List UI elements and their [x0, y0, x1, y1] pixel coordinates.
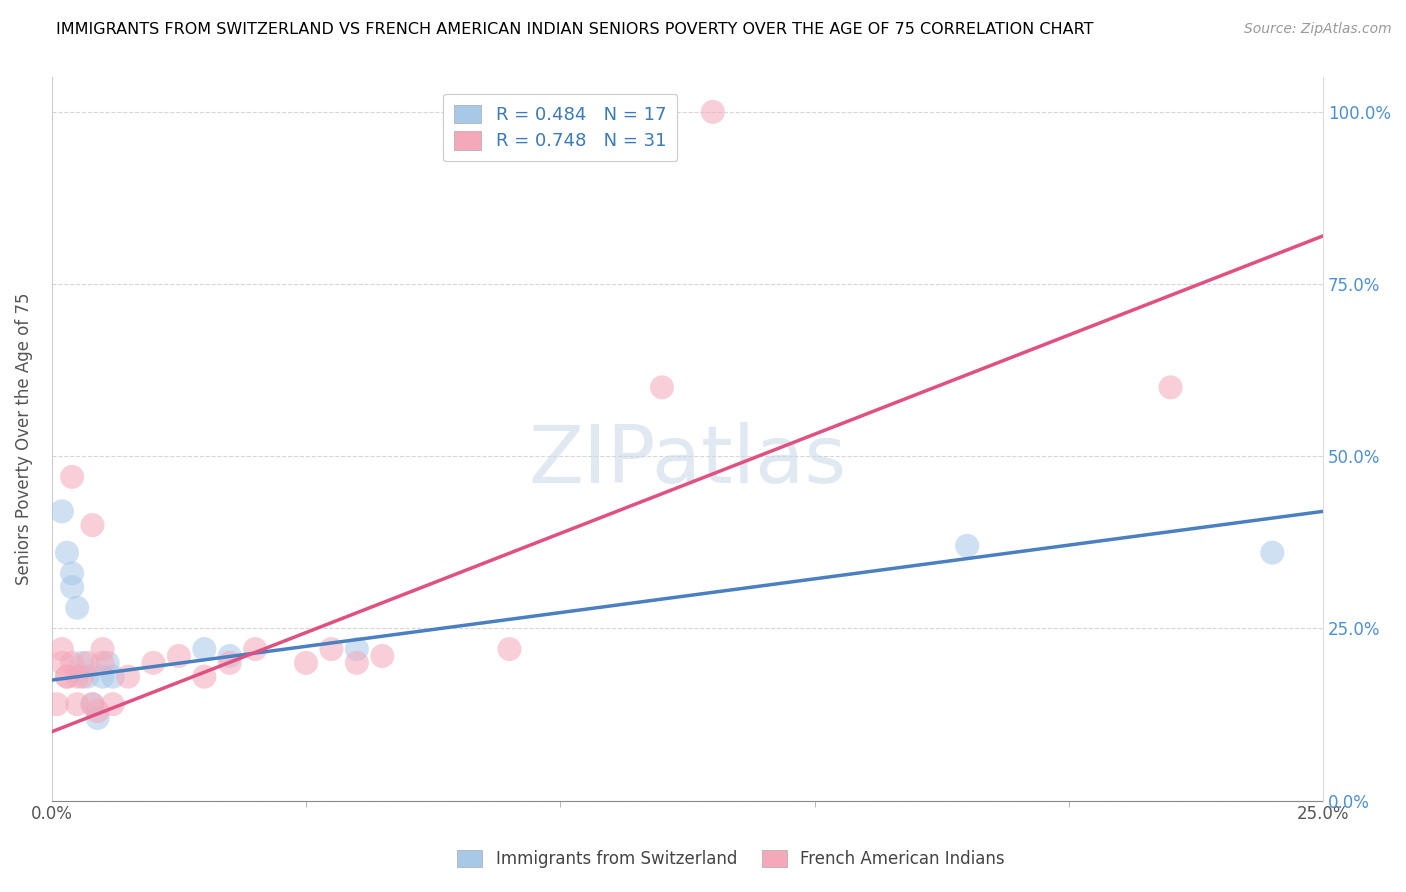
Point — [72, 656, 94, 670]
Point — [82, 697, 104, 711]
Point — [66, 670, 89, 684]
Y-axis label: Seniors Poverty Over the Age of 75: Seniors Poverty Over the Age of 75 — [15, 293, 32, 585]
Point — [956, 539, 979, 553]
Point — [218, 648, 240, 663]
Point — [243, 642, 266, 657]
Point — [66, 600, 89, 615]
Point — [82, 518, 104, 533]
Point — [1261, 546, 1284, 560]
Point — [218, 656, 240, 670]
Point — [72, 670, 94, 684]
Point — [60, 580, 83, 594]
Point — [45, 697, 67, 711]
Point — [193, 642, 215, 657]
Legend: R = 0.484   N = 17, R = 0.748   N = 31: R = 0.484 N = 17, R = 0.748 N = 31 — [443, 94, 678, 161]
Point — [60, 470, 83, 484]
Text: IMMIGRANTS FROM SWITZERLAND VS FRENCH AMERICAN INDIAN SENIORS POVERTY OVER THE A: IMMIGRANTS FROM SWITZERLAND VS FRENCH AM… — [56, 22, 1094, 37]
Point — [702, 104, 724, 119]
Point — [91, 670, 114, 684]
Point — [371, 648, 394, 663]
Legend: Immigrants from Switzerland, French American Indians: Immigrants from Switzerland, French Amer… — [450, 843, 1012, 875]
Point — [193, 670, 215, 684]
Point — [76, 656, 98, 670]
Text: Source: ZipAtlas.com: Source: ZipAtlas.com — [1244, 22, 1392, 37]
Point — [651, 380, 673, 394]
Point — [51, 642, 73, 657]
Point — [51, 656, 73, 670]
Point — [97, 656, 120, 670]
Point — [101, 697, 124, 711]
Point — [167, 648, 190, 663]
Point — [51, 504, 73, 518]
Point — [82, 697, 104, 711]
Text: ZIPatlas: ZIPatlas — [529, 422, 846, 500]
Point — [117, 670, 139, 684]
Point — [498, 642, 520, 657]
Point — [60, 656, 83, 670]
Point — [346, 642, 368, 657]
Point — [76, 670, 98, 684]
Point — [91, 642, 114, 657]
Point — [321, 642, 343, 657]
Point — [101, 670, 124, 684]
Point — [56, 670, 79, 684]
Point — [66, 697, 89, 711]
Point — [295, 656, 318, 670]
Point — [346, 656, 368, 670]
Point — [142, 656, 165, 670]
Point — [86, 704, 108, 718]
Point — [56, 546, 79, 560]
Point — [1160, 380, 1182, 394]
Point — [91, 656, 114, 670]
Point — [60, 566, 83, 581]
Point — [56, 670, 79, 684]
Point — [86, 711, 108, 725]
